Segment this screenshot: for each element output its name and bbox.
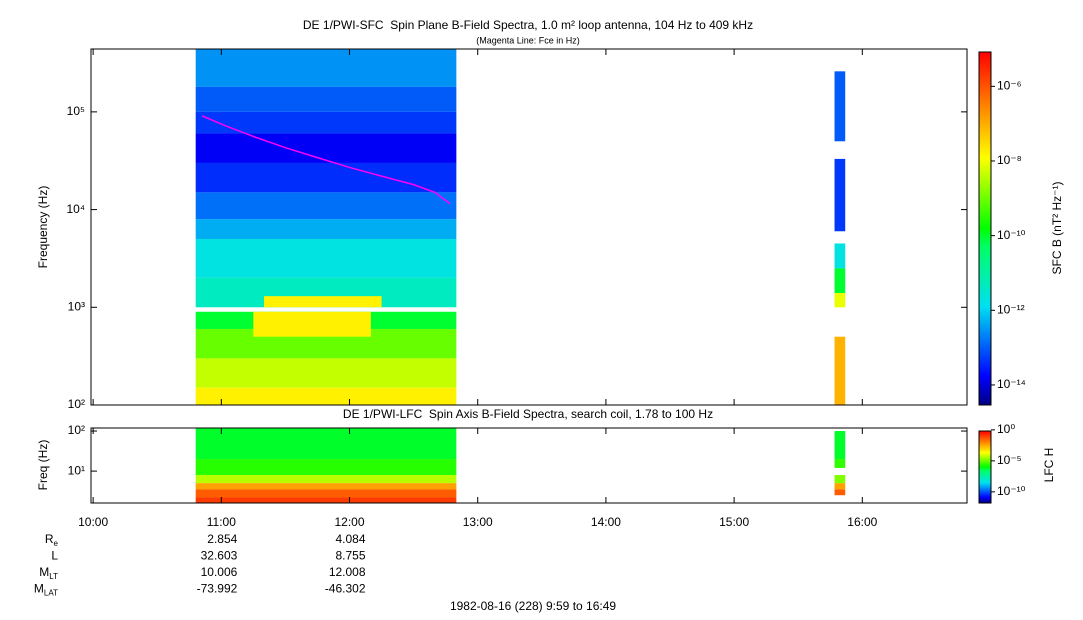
colorbar-tick-label: 10⁻⁶ (997, 78, 1022, 92)
spectrogram-cell (195, 86, 457, 112)
y-tick-label: 10⁵ (67, 104, 85, 118)
spectrogram-cell (834, 71, 846, 142)
x-tick-label: 11:00 (207, 515, 236, 529)
spectrogram-cell (195, 474, 457, 484)
ephemeris-value: 10.006 (201, 565, 238, 579)
y-tick-label: 10⁴ (66, 202, 85, 216)
ephemeris-label-sub: e (54, 539, 59, 548)
colorbar (978, 51, 992, 406)
ephemeris-value: 32.603 (201, 549, 238, 563)
ephemeris-value: 2.854 (207, 532, 237, 546)
x-tick-label: 10:00 (78, 515, 108, 529)
ephemeris-value: 12.008 (329, 565, 366, 579)
spectrogram-cell (834, 158, 846, 232)
spectrogram-cell (195, 497, 457, 503)
spectrogram-cell (195, 428, 457, 460)
ephemeris-label-sub: LAT (44, 589, 58, 598)
ephemeris-label-sub: LT (49, 572, 58, 581)
spectrogram-cell (195, 219, 457, 239)
plot-frame (90, 48, 968, 406)
y-tick-label: 10³ (68, 299, 85, 313)
ephemeris-value: 8.755 (335, 549, 365, 563)
panel-title: DE 1/PWI-LFC Spin Axis B-Field Spectra, … (343, 407, 713, 421)
ephemeris-label: MLT (39, 565, 58, 581)
colorbar-tick-label: 10⁻¹⁴ (997, 377, 1026, 391)
colorbar-tick-label: 10⁰ (997, 422, 1015, 436)
chart-subtitle: (Magenta Line: Fce in Hz) (476, 35, 580, 45)
spectrogram-cell (195, 111, 457, 134)
ephemeris-value: -73.992 (197, 582, 238, 596)
spectrogram-cell (195, 49, 457, 87)
ephemeris-value: -46.302 (325, 582, 366, 596)
ephemeris-label: Re (45, 532, 59, 548)
spectrogram-cell (195, 358, 457, 388)
ephemeris-label: L (51, 549, 58, 563)
plot-frame (90, 427, 968, 504)
x-tick-label: 15:00 (719, 515, 749, 529)
spectrogram-cell (195, 192, 457, 220)
colorbar-tick-label: 10⁻¹² (997, 302, 1025, 316)
ephemeris-label-main: M (34, 582, 44, 596)
spectrogram-cell (834, 489, 846, 496)
y-tick-label: 10¹ (68, 463, 85, 477)
spectrogram-cell (834, 268, 846, 294)
colorbar-label: LFC H (1042, 448, 1056, 483)
y-axis-label: Frequency (Hz) (36, 186, 50, 269)
spectrogram-cell (195, 162, 457, 193)
ephemeris-value: 4.084 (335, 532, 365, 546)
ephemeris-label: MLAT (34, 582, 58, 598)
spectrogram-cell (195, 459, 457, 475)
spectrogram-cell (195, 483, 457, 490)
spectrogram-cell (834, 293, 846, 308)
colorbar-tick-label: 10⁻¹⁰ (997, 484, 1026, 498)
colorbar-tick-label: 10⁻⁵ (997, 453, 1022, 467)
ephemeris-label-main: M (39, 565, 49, 579)
spectrogram-cell (195, 133, 457, 163)
spectrogram-cell (834, 483, 846, 490)
x-tick-label: 16:00 (847, 515, 877, 529)
fce-line (201, 115, 451, 205)
footer: 1982-08-16 (228) 9:59 to 16:49 (450, 599, 616, 613)
colorbar (978, 430, 992, 504)
spectrogram-cell (834, 243, 846, 269)
colorbar-tick-label: 10⁻¹⁰ (997, 228, 1026, 242)
spectrogram-cell (195, 238, 457, 278)
ephemeris-label-main: R (45, 532, 54, 546)
x-tick-label: 12:00 (335, 515, 365, 529)
x-tick-label: 13:00 (463, 515, 493, 529)
spectrogram-cell (195, 387, 457, 405)
colorbar-label: SFC B (nT² Hz⁻¹) (1050, 182, 1064, 275)
spectrogram-cell (834, 336, 846, 405)
spectrogram-cell (834, 459, 846, 468)
y-axis-label: Freq (Hz) (36, 440, 50, 491)
y-tick-label: 10² (68, 423, 85, 437)
chart-title: DE 1/PWI-SFC Spin Plane B-Field Spectra,… (303, 18, 753, 32)
spectrogram-cell (264, 296, 382, 308)
spectrogram-cell (195, 489, 457, 498)
spectrogram-cell (834, 431, 846, 460)
colorbar-tick-label: 10⁻⁸ (997, 153, 1022, 167)
spectrogram-cell (834, 474, 846, 484)
y-tick-label: 10² (68, 397, 85, 411)
ephemeris-label-main: L (51, 549, 58, 563)
x-tick-label: 14:00 (591, 515, 621, 529)
spectrogram-cell (253, 311, 371, 337)
